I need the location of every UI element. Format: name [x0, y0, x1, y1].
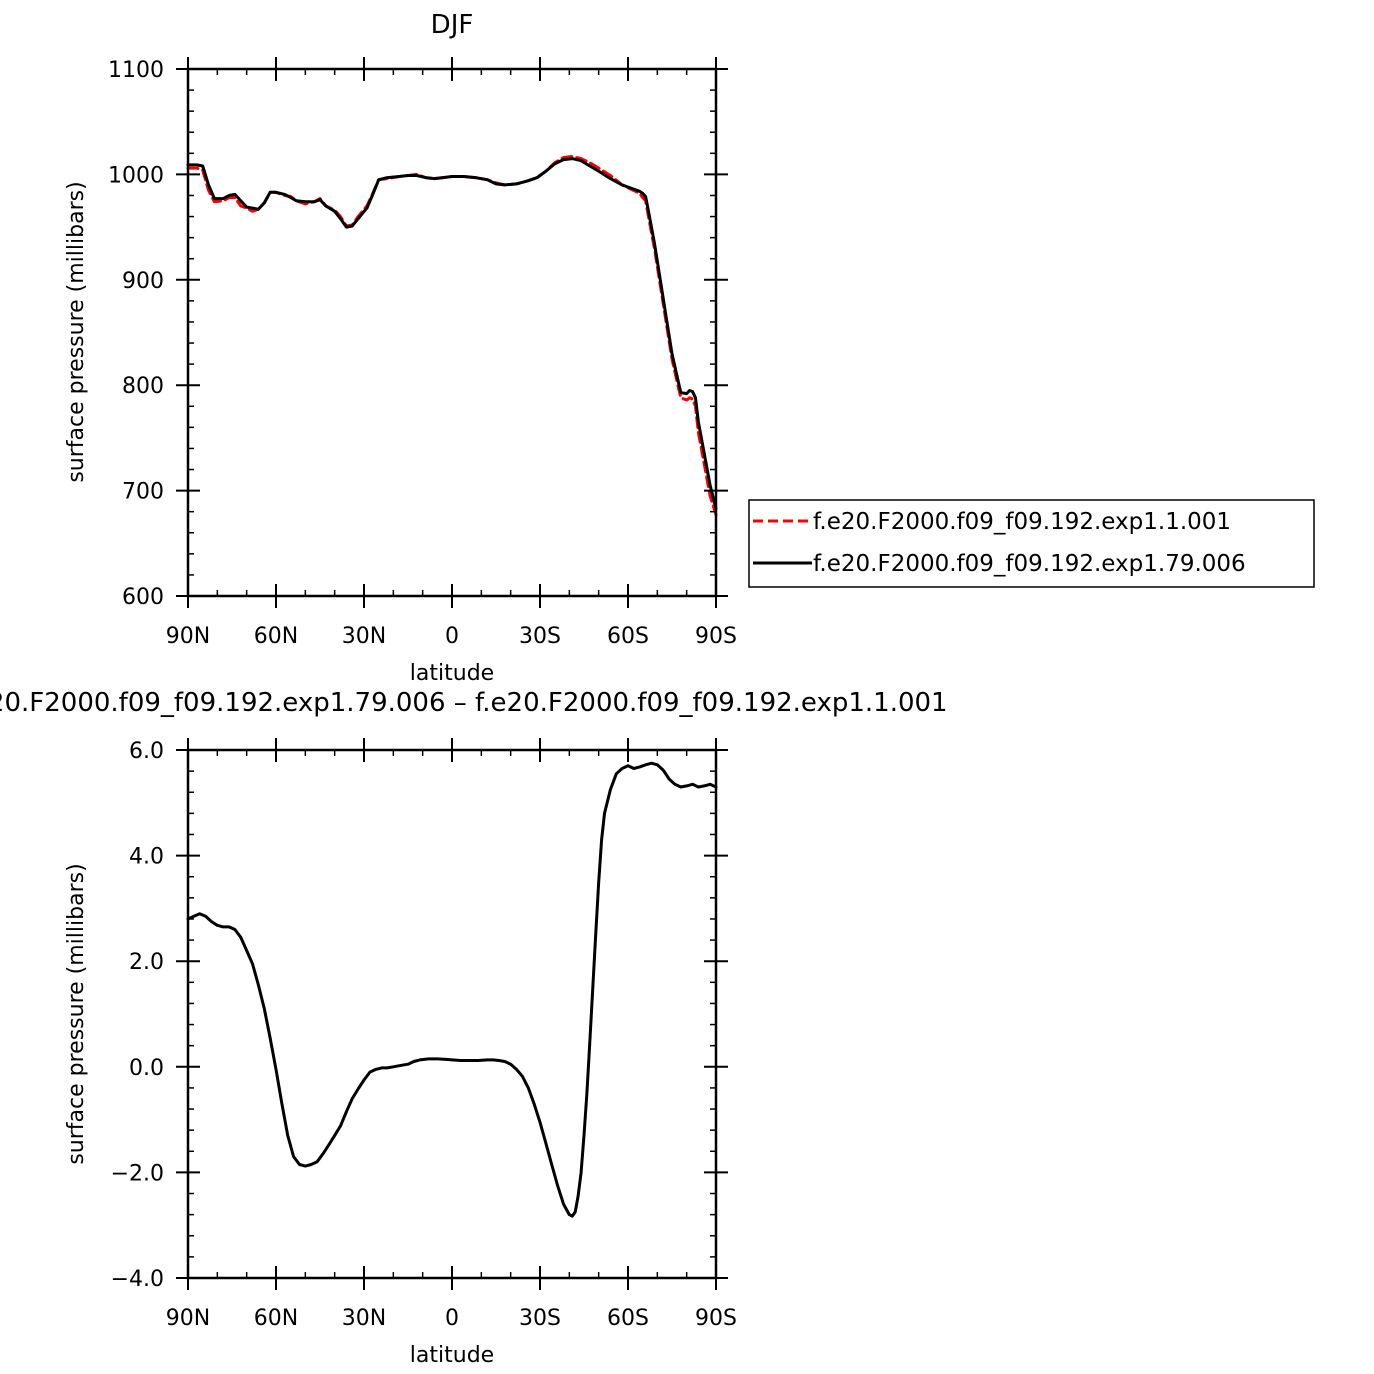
bottom-x-tick-label: 30N — [342, 1306, 386, 1331]
bottom-ticks-group: 90N 60N 30N 0 30S 60S 90S −4.0 −2.0 0.0 2.0 4.0 6.0 — [111, 738, 737, 1331]
top-x-tick-label: 0 — [445, 624, 459, 649]
top-y-tick-label: 700 — [122, 480, 164, 505]
bottom-x-axis-label: latitude — [410, 1343, 494, 1368]
legend-label-series-2: f.e20.F2000.f09_f09.192.exp1.79.006 — [813, 551, 1246, 577]
top-y-axis-label: surface pressure (millibars) — [64, 181, 89, 482]
bottom-y-tick-label: 4.0 — [129, 845, 164, 870]
top-y-tick-label: 1100 — [108, 58, 164, 83]
bottom-x-tick-label: 0 — [445, 1306, 459, 1331]
top-series-line-2 — [186, 157, 718, 510]
top-x-tick-label: 60N — [254, 624, 298, 649]
bottom-y-axis-label: surface pressure (millibars) — [64, 863, 89, 1164]
top-x-tick-label: 90N — [166, 624, 210, 649]
bottom-panel: f.e20.F2000.f09_f09.192.exp1.79.006 – f.… — [0, 688, 948, 1368]
legend: f.e20.F2000.f09_f09.192.exp1.1.001 f.e20… — [748, 499, 1315, 588]
top-plot-frame — [186, 67, 718, 598]
bottom-y-tick-label: 0.0 — [129, 1056, 164, 1081]
bottom-series-line-1 — [186, 761, 718, 1218]
top-x-tick-label: 30N — [342, 624, 386, 649]
bottom-x-tick-label: 90S — [695, 1306, 737, 1331]
top-x-axis-label: latitude — [410, 661, 494, 686]
bottom-y-tick-label: 2.0 — [129, 950, 164, 975]
bottom-plot-frame — [186, 748, 718, 1280]
bottom-x-tick-label: 60N — [254, 1306, 298, 1331]
bottom-chart-title: f.e20.F2000.f09_f09.192.exp1.79.006 – f.… — [0, 688, 948, 718]
top-ticks-group: 90N 60N 30N 0 30S 60S 90S 600 700 800 900 1000 1100 — [108, 57, 737, 649]
top-series-group — [186, 155, 718, 517]
top-series-line-1 — [186, 155, 718, 517]
legend-box — [748, 499, 1315, 588]
bottom-y-tick-label: 6.0 — [129, 739, 164, 764]
bottom-x-tick-label: 90N — [166, 1306, 210, 1331]
top-x-tick-label: 30S — [519, 624, 561, 649]
top-panel: DJF 90N 60N 30N 0 30S 60S 90S 600 700 800 900 1000 1… — [64, 10, 737, 686]
top-chart-title: DJF — [431, 10, 474, 40]
top-y-tick-label: 600 — [122, 585, 164, 610]
bottom-series-group — [186, 761, 718, 1218]
bottom-y-tick-label: −4.0 — [111, 1267, 164, 1292]
bottom-x-tick-label: 60S — [607, 1306, 649, 1331]
top-y-tick-label: 1000 — [108, 163, 164, 188]
top-x-tick-label: 90S — [695, 624, 737, 649]
legend-label-series-1: f.e20.F2000.f09_f09.192.exp1.1.001 — [813, 509, 1231, 535]
top-y-tick-label: 800 — [122, 374, 164, 399]
top-x-tick-label: 60S — [607, 624, 649, 649]
bottom-y-tick-label: −2.0 — [111, 1161, 164, 1186]
bottom-x-tick-label: 30S — [519, 1306, 561, 1331]
top-y-tick-label: 900 — [122, 269, 164, 294]
